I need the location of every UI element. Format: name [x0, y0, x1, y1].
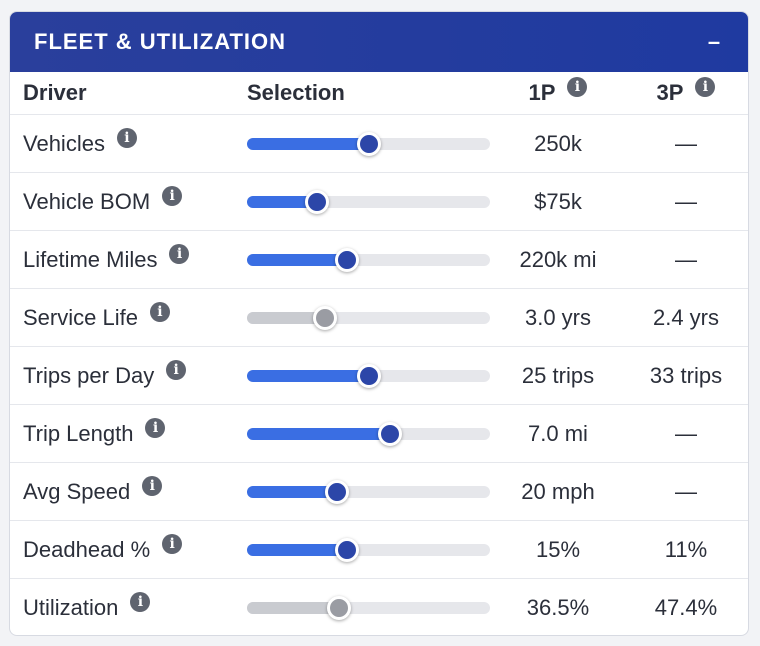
collapse-button[interactable]: – [707, 29, 721, 54]
driver-row: Vehicles i 250k — [10, 115, 748, 173]
info-icon[interactable]: i [695, 77, 716, 97]
driver-label-text: Vehicle BOM [23, 188, 151, 214]
info-icon[interactable]: i [142, 475, 163, 496]
info-icon[interactable]: i [149, 301, 170, 322]
slider-fill [247, 544, 347, 556]
value-1p: 7.0 mi [528, 420, 588, 446]
driver-label-text: Avg Speed [23, 478, 131, 504]
info-icon[interactable]: i [130, 592, 151, 612]
slider-thumb[interactable] [312, 306, 337, 330]
value-1p: 15% [535, 536, 581, 562]
column-header-1p: 1P i [490, 77, 626, 106]
info-icon[interactable]: i [162, 185, 183, 206]
driver-row: Vehicle BOM i $75k — [10, 173, 748, 231]
driver-label-text: Trips per Day [23, 362, 155, 388]
driver-label: Service Life i [23, 301, 170, 331]
slider-fill [247, 428, 391, 440]
driver-row: Lifetime Miles i 220k mi — [10, 231, 748, 289]
selection-slider[interactable] [247, 480, 490, 504]
driver-label: Deadhead % i [23, 533, 183, 563]
column-header-3p: 3P i [626, 77, 746, 106]
selection-slider[interactable] [247, 422, 490, 446]
driver-label: Vehicles i [23, 127, 137, 157]
info-icon[interactable]: i [166, 359, 187, 380]
driver-label: Utilization i [23, 592, 151, 621]
value-3p: — [675, 246, 697, 272]
slider-fill [247, 370, 369, 382]
slider-fill [247, 602, 340, 614]
driver-row: Trips per Day i 25 trips 33 trips [10, 347, 748, 405]
value-3p: 47.4% [654, 595, 718, 620]
driver-row: Service Life i 3.0 yrs 2.4 yrs [10, 289, 748, 347]
value-1p: 25 trips [521, 362, 595, 388]
info-icon[interactable]: i [567, 77, 588, 97]
slider-fill [247, 138, 369, 150]
slider-thumb[interactable] [378, 422, 403, 446]
slider-fill [247, 196, 318, 208]
info-icon[interactable]: i [162, 533, 183, 554]
selection-slider[interactable] [247, 364, 490, 388]
selection-slider[interactable] [247, 248, 490, 272]
driver-label-text: Trip Length [23, 420, 134, 446]
selection-slider[interactable] [247, 190, 490, 214]
driver-label-text: Lifetime Miles [23, 246, 158, 272]
slider-fill [247, 486, 337, 498]
slider-fill [247, 312, 325, 324]
column-header-driver: Driver [23, 80, 87, 105]
driver-label: Lifetime Miles i [23, 243, 190, 273]
value-1p: 20 mph [521, 478, 595, 504]
driver-label: Vehicle BOM i [23, 185, 183, 215]
value-3p: 33 trips [649, 362, 723, 388]
selection-slider[interactable] [247, 306, 490, 330]
column-header-selection: Selection [247, 80, 345, 105]
slider-thumb[interactable] [334, 248, 359, 272]
driver-row: Utilization i 36.5% 47.4% [10, 579, 748, 635]
slider-fill [247, 254, 347, 266]
selection-slider[interactable] [247, 132, 490, 156]
value-1p: 220k mi [519, 246, 597, 272]
value-3p: — [675, 478, 697, 504]
info-icon[interactable]: i [116, 127, 137, 148]
value-1p: 3.0 yrs [524, 304, 592, 330]
selection-slider[interactable] [247, 538, 490, 562]
driver-label-text: Utilization [23, 595, 119, 620]
driver-label: Trips per Day i [23, 359, 187, 389]
value-1p: 250k [534, 130, 582, 156]
fleet-utilization-panel: FLEET & UTILIZATION – Driver Selection 1… [9, 11, 749, 636]
column-header-3p-label: 3P [656, 80, 684, 105]
driver-label-text: Deadhead % [23, 536, 151, 562]
column-header-1p-label: 1P [528, 80, 556, 105]
driver-row: Avg Speed i 20 mph — [10, 463, 748, 521]
info-icon[interactable]: i [145, 417, 166, 438]
driver-label-text: Service Life [23, 304, 138, 330]
slider-thumb[interactable] [334, 538, 359, 562]
value-3p: — [675, 188, 697, 214]
driver-label-text: Vehicles [23, 130, 105, 156]
driver-row: Deadhead % i 15% 11% [10, 521, 748, 579]
panel-header: FLEET & UTILIZATION – [10, 12, 748, 72]
driver-label: Avg Speed i [23, 475, 163, 505]
slider-thumb[interactable] [305, 190, 330, 214]
driver-row: Trip Length i 7.0 mi — [10, 405, 748, 463]
selection-slider[interactable] [247, 596, 490, 620]
slider-thumb[interactable] [327, 596, 352, 620]
value-3p: 2.4 yrs [652, 304, 720, 330]
slider-thumb[interactable] [356, 364, 381, 388]
value-3p: — [675, 420, 697, 446]
slider-thumb[interactable] [356, 132, 381, 156]
column-header-row: Driver Selection 1P i 3P i [10, 72, 748, 115]
driver-label: Trip Length i [23, 417, 166, 447]
value-1p: $75k [534, 188, 582, 214]
info-icon[interactable]: i [169, 243, 190, 264]
value-3p: 11% [664, 536, 708, 562]
slider-thumb[interactable] [324, 480, 349, 504]
value-1p: 36.5% [526, 595, 590, 620]
panel-title: FLEET & UTILIZATION [34, 29, 287, 54]
value-3p: — [675, 130, 697, 156]
